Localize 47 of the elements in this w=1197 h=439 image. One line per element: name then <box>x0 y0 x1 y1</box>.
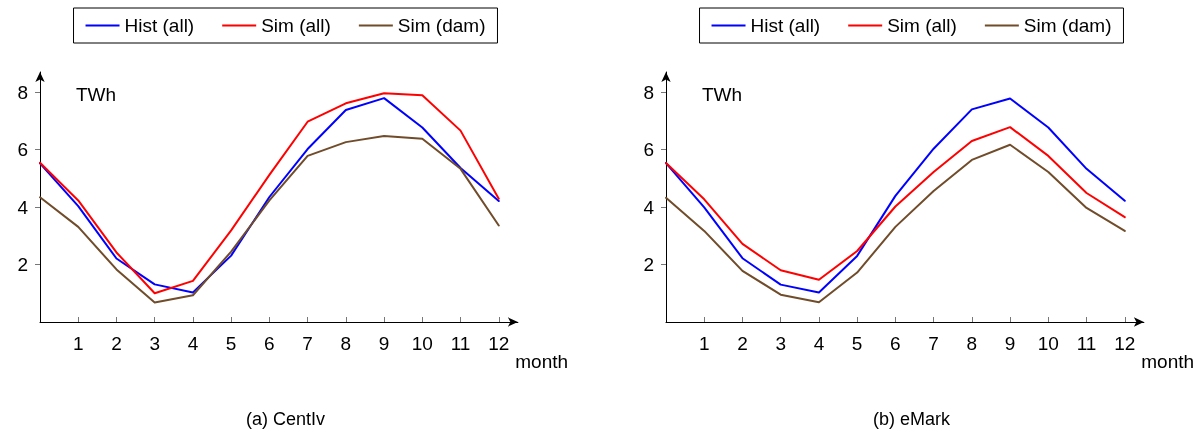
x-tick-label: 4 <box>813 333 825 354</box>
y-axis-title: TWh <box>702 84 743 105</box>
y-tick-label: 2 <box>17 254 28 276</box>
legend-label: Hist (all) <box>750 15 821 36</box>
x-tick-label: 9 <box>1004 333 1016 354</box>
line-series <box>665 126 1126 281</box>
x-tick-label: 4 <box>187 333 199 354</box>
x-axis-title: month <box>515 351 569 372</box>
x-tick-label: 2 <box>737 333 748 354</box>
x-tick-label: 8 <box>340 333 352 354</box>
x-tick-label: 7 <box>302 333 313 354</box>
legend-label: Hist (all) <box>124 15 195 36</box>
y-axis-title: TWh <box>76 84 117 105</box>
y-tick-label: 8 <box>17 81 28 103</box>
x-tick-label: 2 <box>111 333 122 354</box>
x-tick-label: 1 <box>72 333 84 354</box>
y-tick-label: 6 <box>643 139 654 161</box>
legend-label: Sim (all) <box>887 15 957 36</box>
x-tick-label: 10 <box>1037 333 1059 354</box>
x-tick-label: 6 <box>264 333 275 354</box>
legend-label: Sim (dam) <box>397 15 486 36</box>
x-tick-label: 5 <box>225 333 237 354</box>
legend-label: Sim (dam) <box>1023 15 1112 36</box>
x-tick-label: 3 <box>149 333 160 354</box>
text: (b) eMark <box>872 409 951 429</box>
line-series <box>665 143 1126 304</box>
x-tick-label: 9 <box>378 333 390 354</box>
x-tick-label: 12 <box>488 333 510 354</box>
x-tick-label: 12 <box>1114 333 1136 354</box>
y-tick-label: 4 <box>643 196 655 218</box>
x-tick-label: 5 <box>851 333 863 354</box>
x-tick-label: 11 <box>1076 333 1097 354</box>
y-tick-label: 2 <box>643 254 654 276</box>
x-tick-label: 11 <box>450 333 471 354</box>
x-tick-label: 10 <box>411 333 433 354</box>
x-tick-label: 6 <box>890 333 901 354</box>
x-tick-label: 8 <box>966 333 978 354</box>
y-tick-label: 8 <box>643 81 654 103</box>
x-tick-label: 1 <box>698 333 710 354</box>
y-tick-label: 4 <box>17 196 29 218</box>
x-tick-label: 3 <box>775 333 786 354</box>
legend-label: Sim (all) <box>261 15 331 36</box>
x-tick-label: 7 <box>928 333 939 354</box>
line-series <box>39 135 500 304</box>
y-tick-label: 6 <box>17 139 28 161</box>
x-axis-title: month <box>1141 351 1195 372</box>
text: (a) CentIv <box>245 409 326 429</box>
